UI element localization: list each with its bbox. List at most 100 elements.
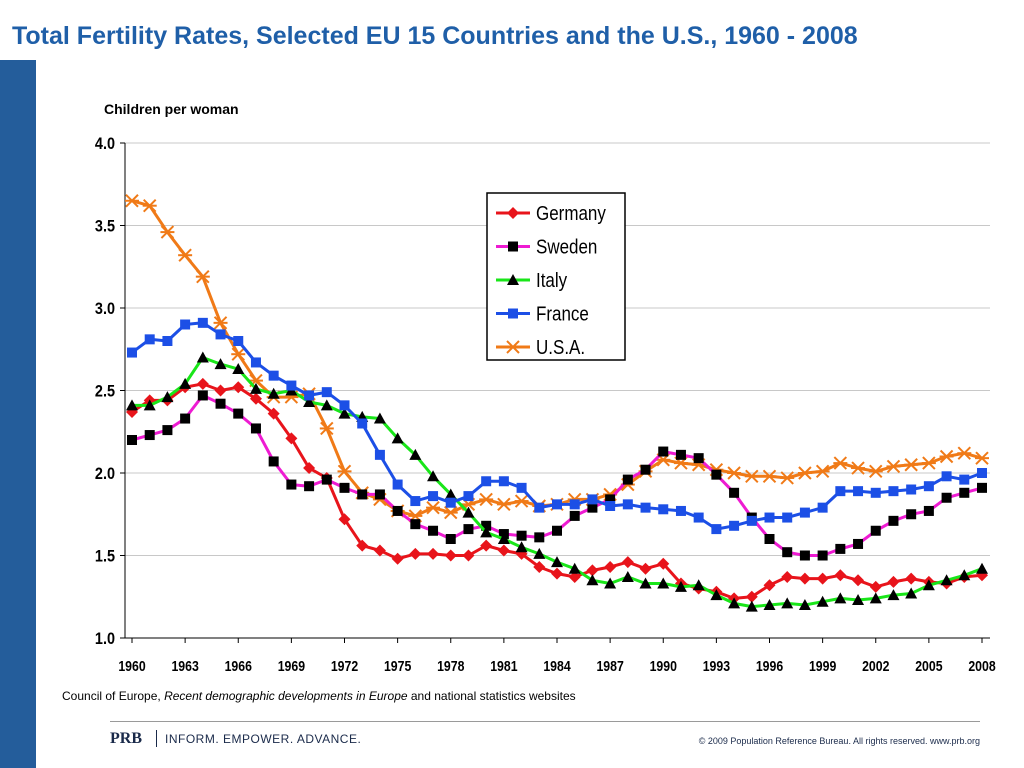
data-point [214,384,227,397]
data-point [797,466,812,480]
data-point [658,504,669,515]
data-point [516,530,527,541]
data-point [303,396,316,408]
data-point [568,570,581,583]
data-point [941,471,952,482]
data-point [161,391,174,403]
data-point [508,308,518,319]
data-point [798,572,811,585]
data-point [268,370,279,381]
legend-item: Sweden [496,235,597,258]
data-point [640,502,651,513]
data-point [940,574,953,586]
data-point [339,400,350,411]
data-point [587,502,598,513]
data-point [480,539,493,552]
data-point [711,524,722,535]
data-point [888,486,899,497]
data-point [657,577,670,589]
data-point [232,381,245,394]
data-point [976,562,988,574]
x-tick-label: 1972 [331,658,359,674]
data-point [906,484,917,495]
data-point [552,499,562,510]
data-point [621,570,634,582]
data-point [975,451,989,465]
data-point [267,387,280,399]
data-point [711,469,722,480]
data-point [746,515,757,526]
data-point [852,594,865,606]
data-point [160,225,175,239]
data-point [569,499,580,510]
data-point [817,502,828,513]
x-tick-label: 2008 [968,658,996,674]
data-point [410,519,421,530]
data-point [764,534,775,544]
data-point [356,539,369,552]
data-point [304,390,315,401]
x-tick-label: 1990 [650,658,678,674]
data-point [870,487,881,498]
data-point [853,538,864,549]
data-point [923,505,934,516]
data-point [374,489,385,500]
data-point [127,435,137,445]
data-point [941,492,952,503]
data-point [764,512,775,523]
data-point [231,347,246,361]
data-point [320,399,333,411]
data-point [745,590,758,603]
chart-legend: Germany Sweden Italy France U.S.A. [486,192,626,361]
data-point [886,459,901,474]
data-point [798,599,811,610]
data-point [622,474,633,485]
source-publication: Recent demographic developments in Europ… [164,689,408,703]
data-point [852,574,865,587]
data-point [338,513,351,526]
data-point [232,363,245,375]
data-point [604,577,617,589]
data-point [904,458,919,472]
data-point [392,479,403,490]
data-point [444,488,457,500]
data-point [621,556,634,569]
data-point [605,494,616,505]
data-point [463,491,474,502]
x-tick-label: 1984 [543,658,571,674]
data-point [233,408,244,419]
data-point [799,507,810,518]
data-point [268,456,279,467]
data-point [508,241,518,252]
data-point [835,543,846,554]
data-point [781,597,794,609]
x-tick-label: 1966 [225,658,253,674]
data-point [675,449,686,460]
data-point [693,453,704,464]
data-point [338,407,351,419]
data-point [339,482,350,493]
data-point [409,547,422,560]
data-point [426,500,441,515]
x-tick-label: 1999 [809,658,837,674]
y-axis-unit-label: Children per woman [104,101,239,117]
data-point [639,577,652,589]
data-point [462,549,475,562]
data-point [357,418,368,429]
data-point [180,413,191,424]
x-tick-label: 2002 [862,658,890,674]
data-point [569,510,580,521]
data-point [728,597,741,609]
data-point [906,509,917,520]
data-point [197,390,208,401]
legend-label: Germany [536,202,607,225]
data-point [923,481,934,492]
data-point [357,489,368,500]
legend-item: France [496,302,589,325]
series-france [127,317,987,535]
data-point [977,468,987,478]
data-point [604,561,617,574]
y-tick-label: 1.5 [95,547,115,565]
data-point [162,425,173,436]
